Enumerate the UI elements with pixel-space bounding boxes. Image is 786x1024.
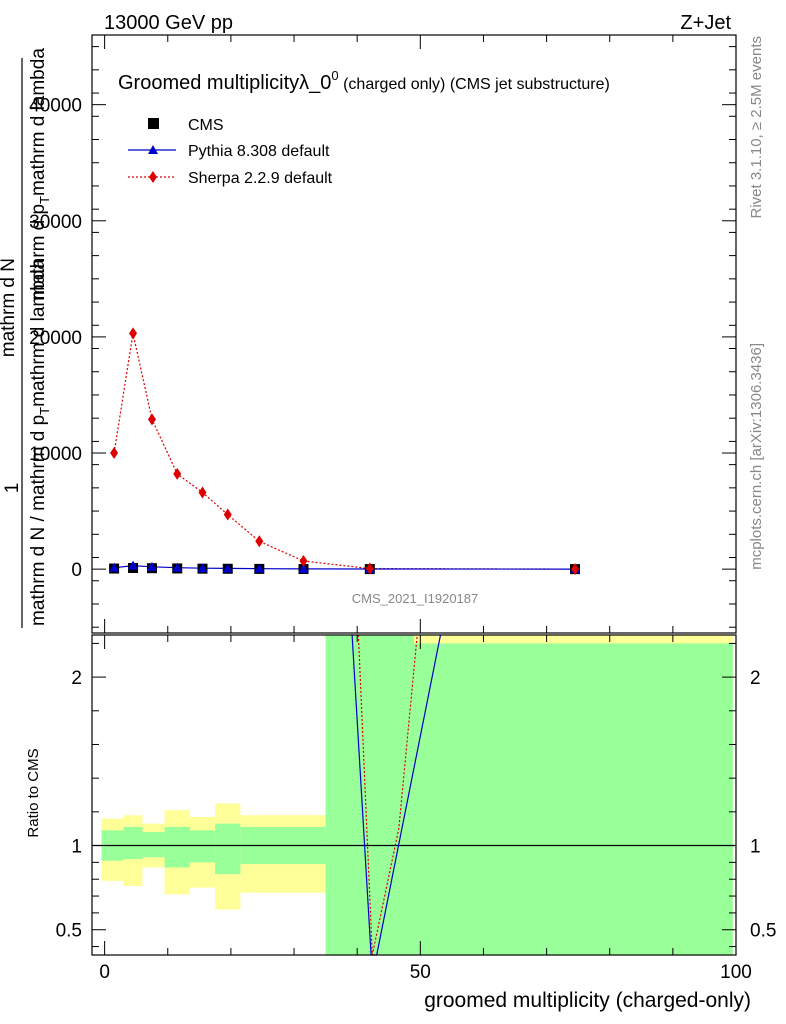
main-title-suffix: (charged only) (CMS jet substructure) [339,76,610,93]
sherpa-point [299,555,308,568]
main-title-text: Groomed multiplicityλ_00 (charged only) … [118,68,610,94]
sherpa-line [113,333,576,570]
x-tick-label: 0 [99,962,110,983]
pythia-point [298,563,309,573]
y-label-num-tail: mathrm d lambda [28,259,49,407]
ratio-stat-band [189,830,216,863]
main-ytick-label: 20000 [29,328,82,349]
main-ytick-label: 40000 [29,96,82,117]
legend-label-cms: CMS [188,117,224,134]
y-label-num-sub: T [37,407,52,415]
ratio-ytick-label: 2 [71,668,82,689]
ratio-y-axis-label: Ratio to CMS [25,748,42,837]
ratio-plot-frame [91,634,737,956]
legend: CMS Pythia 8.308 default Sherpa 2.2.9 de… [128,117,333,187]
sherpa-point [173,467,182,480]
y-label-prefix: 1 [2,483,23,494]
sherpa-point [147,413,156,426]
pythia-point [197,563,208,573]
y-label-denom1: mathrm d N [0,258,19,357]
y-label-denom2: mathrm d pTmathrm d lambda [28,48,52,300]
pythia-point [172,562,183,572]
sherpa-point [129,327,138,340]
ratio-ytick-label-right: 2 [750,668,761,689]
ratio-ytick-label: 1 [71,837,82,858]
legend-marker-pythia [148,145,158,154]
main-plot-area: 0 10000 20000 30000 40000 [29,35,737,633]
x-tick-label: 50 [410,962,431,983]
x-tick-label: 100 [720,962,752,983]
y-axis-label-main: 1 mathrm d N / mathrm d pTmathrm d lambd… [0,48,52,628]
y-label-numerator: mathrm d N / mathrm d pTmathrm d lambda [28,259,52,626]
ratio-stat-band [215,823,241,875]
ratio-stat-band [414,643,733,955]
ratio-ytick-label-right: 1 [750,837,761,858]
main-title-sup: 0 [331,68,338,83]
ratio-ytick-label-right: 0.5 [750,921,776,942]
main-ytick-label: 0 [71,560,82,581]
x-axis-label: groomed multiplicity (charged-only) [424,989,751,1012]
pythia-point [109,562,120,572]
ratio-sherpa-line [357,634,418,956]
main-ytick-label: 10000 [29,444,82,465]
ratio-stat-band [142,832,165,858]
sherpa-point [255,535,264,548]
y-label-den-sub: T [37,196,52,204]
y-label-den-tail: mathrm d lambda [28,48,49,196]
legend-marker-sherpa [149,171,157,183]
ratio-plot-area: 0.5 0.5 1 1 2 2 0 50 100 [56,634,776,983]
side-label-upper: Rivet 3.1.10, ≥ 2.5M events [748,36,765,219]
pythia-point [128,560,139,570]
pythia-line [114,565,576,570]
header-right: Z+Jet [680,12,731,34]
ratio-stat-band [123,827,143,859]
main-title-main: Groomed multiplicityλ_0 [118,72,331,94]
ratio-ytick-label: 0.5 [56,921,82,942]
legend-label-pythia: Pythia 8.308 default [188,143,330,160]
main-plot-frame [91,34,737,634]
watermark: CMS_2021_I1920187 [352,591,479,606]
side-label-lower: mcplots.cern.ch [arXiv:1306.3436] [748,343,765,570]
pythia-point [146,561,157,571]
ratio-stat-band [164,827,190,868]
main-ytick-label: 30000 [29,212,82,233]
y-label-num-main: mathrm d N / mathrm d p [28,415,49,626]
header-left: 13000 GeV pp [104,12,233,34]
legend-marker-cms [148,118,159,129]
sherpa-point [110,447,119,460]
sherpa-point [223,508,232,521]
sherpa-point [198,486,207,499]
sherpa-point [571,563,579,576]
y-label-den-main: mathrm d p [28,204,49,300]
pythia-point [222,563,233,573]
pythia-point [254,563,265,573]
legend-label-sherpa: Sherpa 2.2.9 default [188,170,333,187]
ratio-stat-band [325,635,414,955]
main-title: Groomed multiplicityλ_00 (charged only) … [118,68,610,94]
sherpa-point [365,562,374,575]
